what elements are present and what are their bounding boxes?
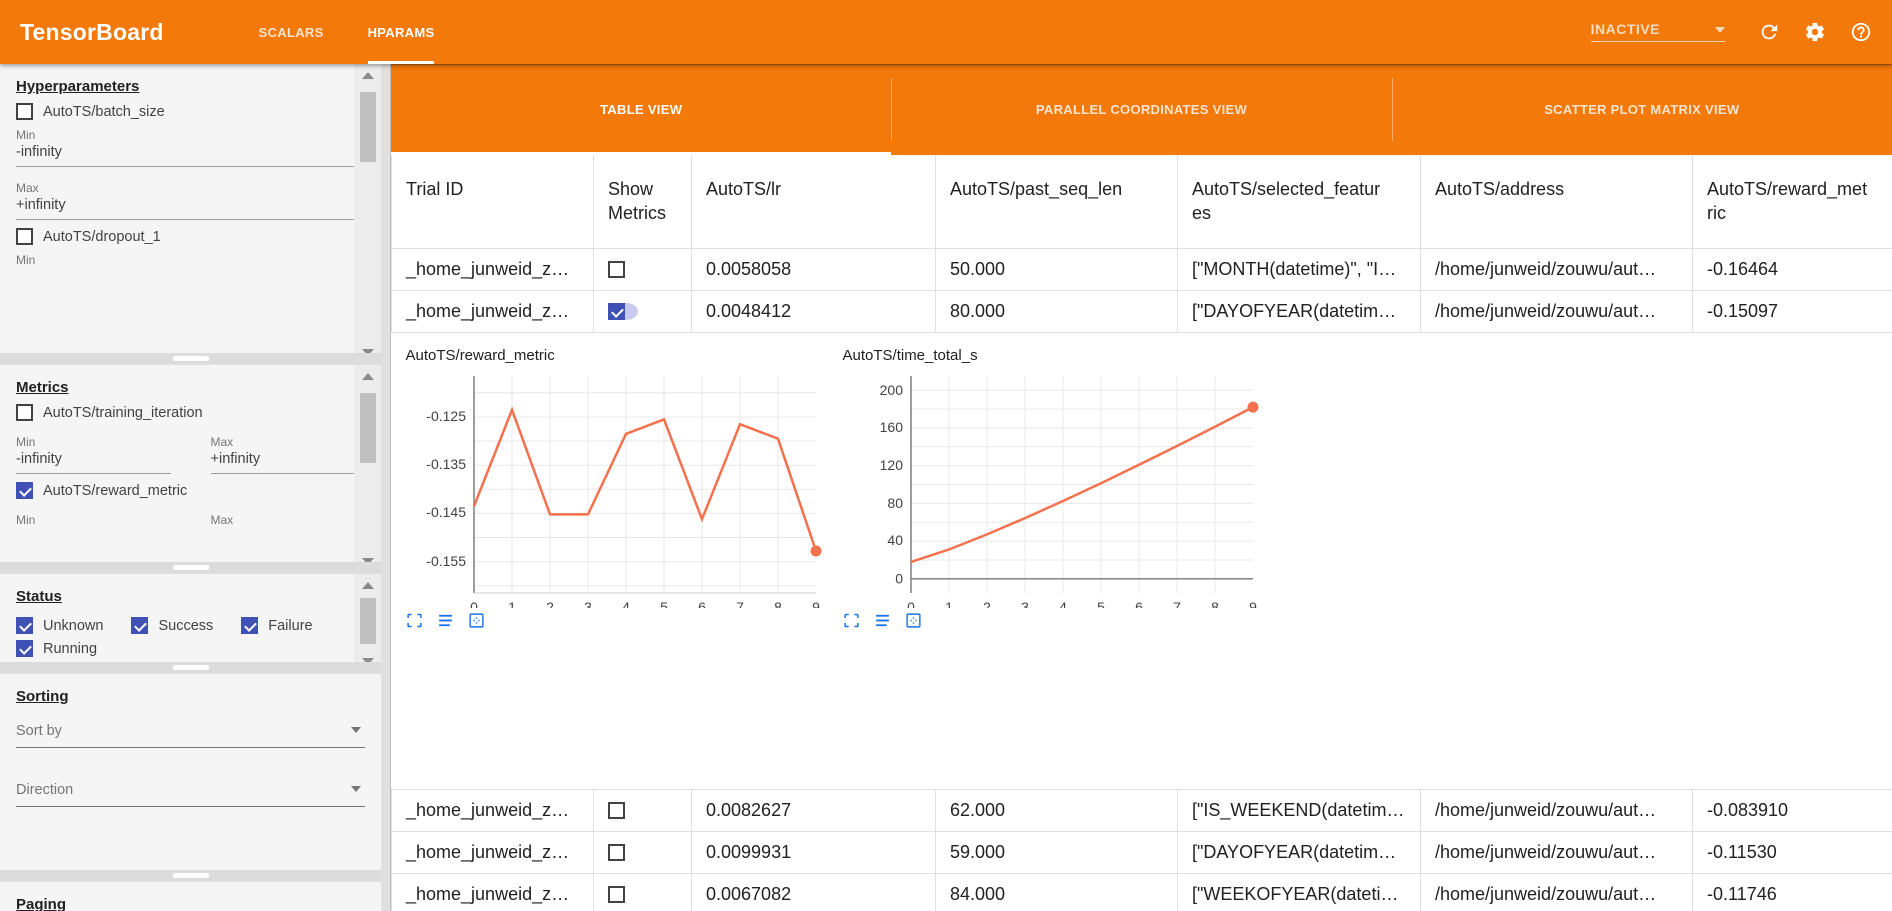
svg-text:-0.155: -0.155 xyxy=(426,553,466,569)
svg-text:160: 160 xyxy=(879,419,903,435)
svg-text:9: 9 xyxy=(1249,599,1257,608)
svg-text:0: 0 xyxy=(895,570,903,586)
svg-text:8: 8 xyxy=(1211,599,1219,608)
svg-text:6: 6 xyxy=(698,599,706,608)
svg-text:0: 0 xyxy=(907,599,915,608)
svg-text:120: 120 xyxy=(879,457,903,473)
svg-text:5: 5 xyxy=(660,599,668,608)
svg-text:-0.125: -0.125 xyxy=(426,408,466,424)
svg-text:2: 2 xyxy=(983,599,991,608)
svg-text:2: 2 xyxy=(546,599,554,608)
svg-text:3: 3 xyxy=(1021,599,1029,608)
svg-text:80: 80 xyxy=(887,495,903,511)
svg-text:6: 6 xyxy=(1135,599,1143,608)
svg-text:3: 3 xyxy=(584,599,592,608)
svg-text:8: 8 xyxy=(774,599,782,608)
svg-text:0: 0 xyxy=(470,599,478,608)
svg-text:7: 7 xyxy=(1173,599,1181,608)
svg-text:9: 9 xyxy=(812,599,820,608)
svg-text:4: 4 xyxy=(622,599,630,608)
svg-text:1: 1 xyxy=(945,599,953,608)
svg-text:1: 1 xyxy=(508,599,516,608)
svg-text:7: 7 xyxy=(736,599,744,608)
svg-text:200: 200 xyxy=(879,382,903,398)
svg-text:-0.135: -0.135 xyxy=(426,456,466,472)
svg-text:4: 4 xyxy=(1059,599,1067,608)
svg-text:5: 5 xyxy=(1097,599,1105,608)
svg-text:-0.145: -0.145 xyxy=(426,504,466,520)
svg-text:40: 40 xyxy=(887,532,903,548)
